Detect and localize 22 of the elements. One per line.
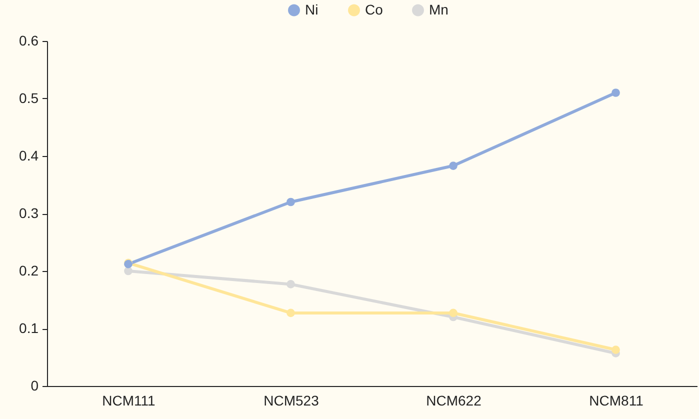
y-tick-label: 0.3: [19, 205, 39, 221]
y-tick-label: 0.5: [19, 90, 39, 106]
y-tick-label: 0.6: [19, 32, 39, 48]
point: [286, 280, 295, 288]
point: [124, 266, 132, 276]
point: [612, 88, 620, 97]
legend-label: Co: [365, 1, 384, 18]
x-tick-label: NCM523: [264, 392, 320, 408]
point: [286, 308, 295, 318]
legend-label: Ni: [305, 1, 318, 18]
y-tick-label: 0.1: [19, 320, 39, 336]
point: [449, 308, 458, 318]
x-tick-label: NCM111: [102, 392, 156, 408]
point: [612, 346, 620, 354]
y-tick-label: 0.2: [19, 262, 39, 278]
point: [286, 198, 295, 206]
x-tick-label: NCM622: [426, 392, 482, 408]
y-tick-label: 0.4: [19, 148, 39, 164]
point: [449, 162, 458, 170]
x-tick-label: NCM811: [589, 392, 644, 408]
legend-label: Mn: [429, 1, 448, 18]
y-tick-label: 0: [30, 378, 39, 394]
